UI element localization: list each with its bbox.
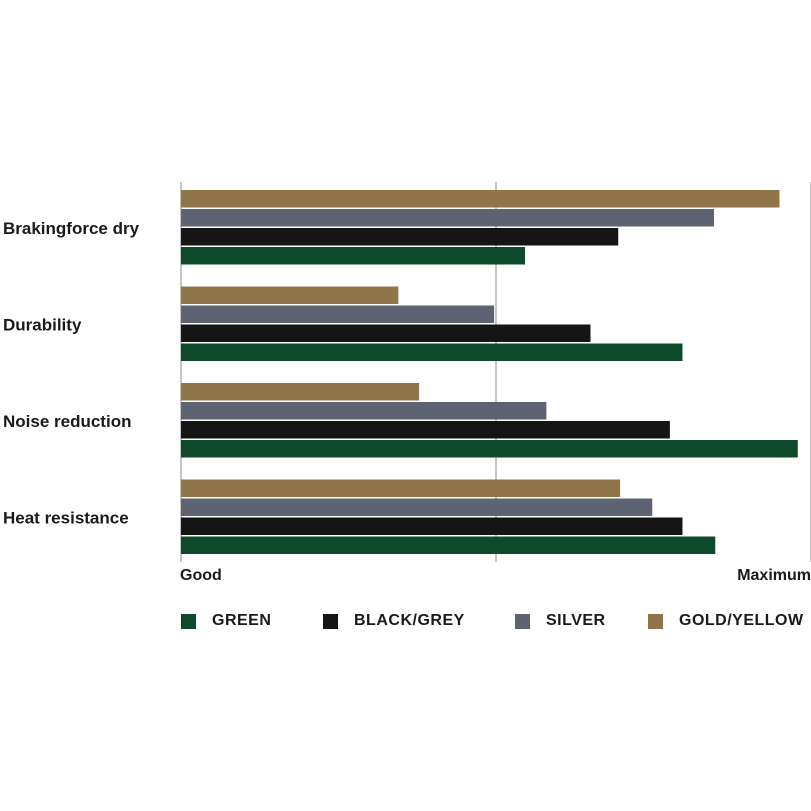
bar-heat-resistance-silver: [181, 498, 653, 516]
category-label: Heat resistance: [3, 509, 129, 528]
bar-brakingforce-dry-gold-yellow: [181, 190, 780, 208]
bar-noise-reduction-green: [181, 440, 798, 458]
bar-durability-green: [181, 343, 683, 361]
bar-noise-reduction-silver: [181, 402, 547, 420]
bar-noise-reduction-gold-yellow: [181, 383, 420, 401]
x-axis-min-label: Good: [180, 567, 222, 584]
category-label: Noise reduction: [3, 412, 131, 431]
legend-item: BLACK/GREY: [323, 606, 465, 636]
legend: GREEN BLACK/GREY SILVER GOLD/YELLOW: [181, 606, 811, 636]
legend-label: SILVER: [546, 612, 606, 629]
legend-item: SILVER: [515, 606, 606, 636]
legend-swatch: [323, 613, 338, 629]
x-axis-max-label: Maximum: [737, 567, 811, 584]
bar-durability-silver: [181, 305, 495, 323]
bar-brakingforce-dry-green: [181, 247, 525, 265]
legend-swatch: [515, 613, 530, 629]
bar-durability-gold-yellow: [181, 286, 399, 304]
bars: [181, 190, 798, 554]
bar-heat-resistance-green: [181, 536, 716, 554]
legend-swatch: [648, 613, 663, 629]
bar-brakingforce-dry-silver: [181, 209, 714, 227]
bar-noise-reduction-black-grey: [181, 421, 670, 439]
legend-swatch: [181, 613, 196, 629]
category-label: Durability: [3, 316, 82, 335]
bar-heat-resistance-gold-yellow: [181, 479, 621, 497]
category-label: Brakingforce dry: [3, 219, 140, 238]
legend-item: GREEN: [181, 606, 271, 636]
category-labels: Brakingforce dry Durability Noise reductio…: [3, 219, 140, 528]
bar-durability-black-grey: [181, 324, 591, 342]
legend-label: BLACK/GREY: [354, 612, 465, 629]
legend-label: GOLD/YELLOW: [679, 612, 804, 629]
bar-heat-resistance-black-grey: [181, 517, 683, 535]
legend-label: GREEN: [212, 612, 272, 629]
bar-brakingforce-dry-black-grey: [181, 228, 619, 246]
legend-item: GOLD/YELLOW: [648, 606, 804, 636]
